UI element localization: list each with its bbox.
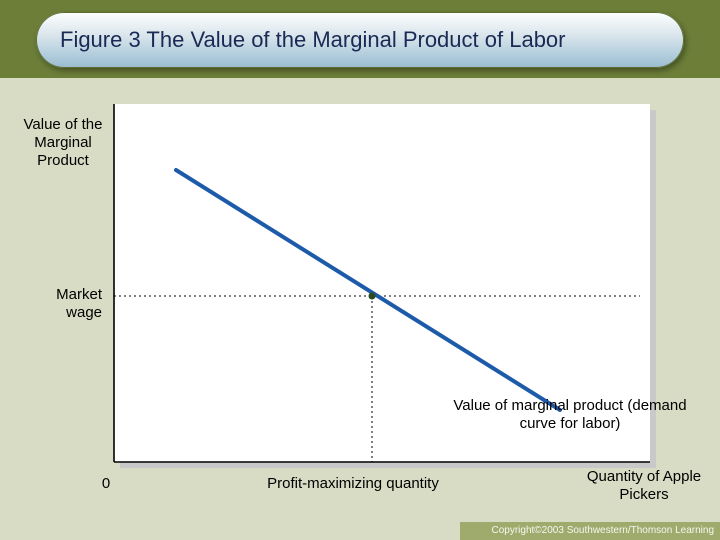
chart-svg <box>0 0 720 540</box>
y-axis-label: Value of the Marginal Product <box>22 116 104 170</box>
x-axis-label: Quantity of Apple Pickers <box>584 468 704 504</box>
origin-zero: 0 <box>96 475 116 493</box>
chart: Value of the Marginal Product Market wag… <box>0 0 720 540</box>
copyright: Copyright©2003 Southwestern/Thomson Lear… <box>492 525 715 536</box>
vmp-curve-label: Value of marginal product (demand curve … <box>450 397 690 433</box>
profit-max-label: Profit-maximizing quantity <box>248 475 458 493</box>
market-wage-label: Market wage <box>38 286 102 322</box>
